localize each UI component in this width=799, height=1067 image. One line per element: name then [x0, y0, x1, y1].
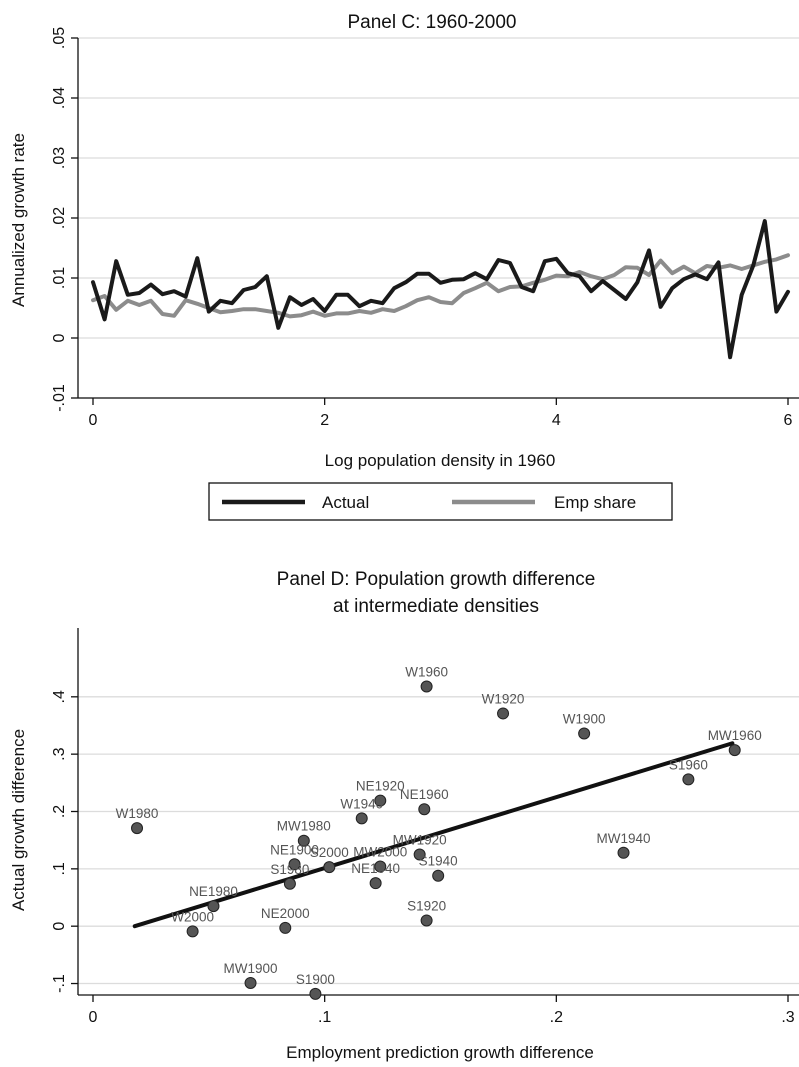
point-label-w1960: W1960 [405, 664, 448, 679]
panel-d-y-tick-label: .2 [51, 805, 68, 818]
panel-c-x-tick-label: 6 [784, 412, 793, 429]
panel-d-x-axis-title: Employment prediction growth difference [286, 1043, 594, 1062]
point-mw1960 [728, 744, 741, 757]
point-label-mw1900: MW1900 [224, 961, 278, 976]
panel-d-scatter-chart: Panel D: Population growth difference at… [9, 569, 799, 1062]
panel-d-x-tick-label: .1 [318, 1009, 331, 1026]
panel-d-gridlines [78, 696, 799, 985]
point-s1920 [420, 914, 433, 927]
panel-d-y-tick-label: -.1 [51, 974, 68, 993]
point-w1900 [578, 727, 591, 740]
point-mw1980 [297, 834, 310, 847]
series-line-actual [91, 219, 790, 360]
point-w1920 [497, 707, 510, 720]
panel-d-y-tick-label: .1 [51, 862, 68, 875]
fit-line [132, 741, 735, 929]
point-label-s1940: S1940 [419, 854, 458, 869]
panel-c-gridlines [78, 37, 799, 399]
point-mw2000 [374, 860, 387, 873]
point-label-ne1960: NE1960 [400, 787, 449, 802]
panel-c-x-tick-label: 4 [552, 412, 561, 429]
point-w1940 [355, 812, 368, 825]
point-ne2000 [279, 921, 292, 934]
panel-c-x-axis-title: Log population density in 1960 [325, 451, 556, 470]
point-label-s1900: S1900 [296, 972, 335, 987]
point-mw1940 [617, 846, 630, 859]
panel-d-title-line-2: at intermediate densities [333, 596, 539, 617]
point-label-mw2000: MW2000 [353, 845, 407, 860]
panel-c-y-tick-label: -.01 [51, 384, 68, 412]
panel-c-y-axis-title: Annualized growth rate [9, 133, 28, 307]
point-label-w1980: W1980 [116, 806, 159, 821]
point-ne1920 [374, 794, 387, 807]
point-label-ne1980: NE1980 [189, 884, 238, 899]
point-label-w1940: W1940 [340, 796, 383, 811]
point-s2000 [323, 861, 336, 874]
panel-d-y-tick-label: 0 [51, 922, 68, 931]
point-label-mw1940: MW1940 [597, 831, 651, 846]
panel-c-series [91, 219, 790, 360]
panel-d-y-ticks: -.1 0 .1 .2 .3 .4 [51, 690, 78, 993]
point-label-s1980: S1980 [270, 862, 309, 877]
point-w1980 [131, 822, 144, 835]
point-label-w1920: W1920 [482, 691, 525, 706]
point-label-ne2000: NE2000 [261, 906, 310, 921]
point-label-w1900: W1900 [563, 712, 606, 727]
point-label-w2000: W2000 [171, 909, 214, 924]
panel-c-x-tick-label: 2 [320, 412, 329, 429]
panel-d-x-tick-label: 0 [89, 1009, 98, 1026]
point-ne1980 [207, 900, 220, 913]
panel-d-y-tick-label: .3 [51, 747, 68, 760]
point-w1960 [420, 680, 433, 693]
panel-c-y-tick-label: .04 [51, 87, 68, 109]
legend-label-emp-share: Emp share [554, 493, 636, 512]
point-label-s2000: S2000 [310, 845, 349, 860]
panel-c-x-ticks: 0 2 4 6 [89, 398, 793, 429]
panel-c-y-tick-label: .02 [51, 207, 68, 229]
panel-c-x-tick-label: 0 [89, 412, 98, 429]
panel-c-line-chart: Panel C: 1960-2000 -.010.01.02.03.04.05 … [9, 12, 799, 521]
panel-d-y-axis-title: Actual growth difference [9, 729, 28, 911]
point-s1900 [309, 987, 322, 1000]
point-label-mw1960: MW1960 [708, 728, 762, 743]
point-label-ne1920: NE1920 [356, 779, 405, 794]
panel-c-legend: Actual Emp share [208, 482, 673, 521]
point-label-mw1920: MW1920 [393, 833, 447, 848]
panel-c-y-tick-label: .05 [51, 27, 68, 49]
point-label-mw1980: MW1980 [277, 819, 331, 834]
legend-label-actual: Actual [322, 493, 369, 512]
point-s1940 [432, 869, 445, 882]
point-ne1900 [288, 858, 301, 871]
panel-c-y-tick-label: .03 [51, 147, 68, 169]
point-ne1960 [418, 803, 431, 816]
point-s1960 [682, 773, 695, 786]
panel-c-title: Panel C: 1960-2000 [347, 12, 516, 33]
panel-d-y-tick-label: .4 [51, 690, 68, 703]
panel-d-title-line-1: Panel D: Population growth difference [277, 569, 596, 590]
panel-d-x-tick-label: .2 [550, 1009, 563, 1026]
panel-c-y-ticks: -.01 0 .01 .02 .03 .04 .05 [51, 27, 78, 412]
point-label-ne1940: NE1940 [351, 861, 400, 876]
panel-d-x-tick-label: .3 [781, 1009, 794, 1026]
panel-c-y-tick-label: 0 [51, 333, 68, 342]
point-s1980 [283, 877, 296, 890]
point-ne1940 [369, 877, 382, 890]
panel-d-fit-line [132, 741, 735, 929]
point-label-ne1900: NE1900 [270, 842, 319, 857]
point-label-s1920: S1920 [407, 898, 446, 913]
point-mw1920 [413, 848, 426, 861]
point-mw1900 [244, 976, 257, 989]
point-label-s1960: S1960 [669, 757, 708, 772]
point-w2000 [186, 925, 199, 938]
panel-d-x-ticks: 0 .1 .2 .3 [89, 995, 795, 1026]
panel-c-y-tick-label: .01 [51, 267, 68, 289]
